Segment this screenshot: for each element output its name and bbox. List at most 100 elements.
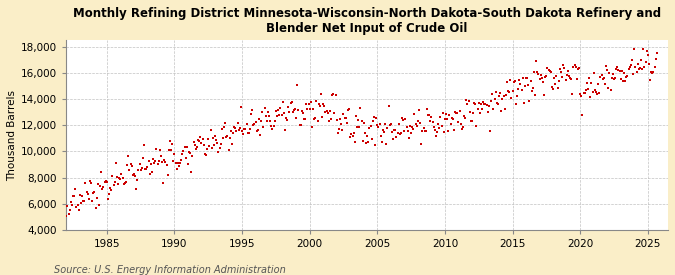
Point [266, 123, 277, 128]
Point [278, 111, 289, 115]
Point [343, 108, 354, 112]
Point [155, 154, 166, 158]
Point [67, 203, 78, 208]
Point [330, 93, 341, 97]
Point [302, 106, 313, 111]
Point [534, 77, 545, 82]
Point [333, 131, 344, 136]
Point [504, 90, 514, 94]
Point [450, 109, 460, 114]
Point [103, 197, 113, 201]
Point [510, 101, 521, 106]
Point [595, 75, 606, 79]
Point [616, 77, 626, 81]
Point [621, 75, 632, 80]
Point [532, 70, 543, 75]
Point [124, 168, 135, 172]
Point [531, 59, 541, 64]
Point [342, 121, 352, 125]
Point [404, 136, 414, 140]
Point [483, 109, 493, 114]
Point [564, 75, 575, 80]
Point [177, 152, 188, 156]
Point [180, 156, 191, 160]
Point [125, 162, 136, 167]
Point [281, 116, 292, 120]
Point [632, 62, 643, 67]
Point [577, 112, 588, 117]
Point [362, 134, 373, 138]
Point [513, 87, 524, 91]
Point [77, 193, 88, 198]
Point [416, 142, 427, 146]
Point [241, 122, 252, 126]
Point [429, 128, 440, 133]
Point [172, 161, 183, 165]
Point [587, 90, 598, 94]
Point [566, 77, 576, 81]
Point [514, 78, 524, 82]
Point [384, 123, 395, 127]
Point [131, 187, 142, 191]
Point [132, 178, 142, 183]
Point [182, 145, 192, 149]
Point [271, 109, 281, 113]
Point [370, 143, 381, 148]
Point [526, 89, 537, 93]
Point [160, 160, 171, 164]
Point [466, 119, 477, 123]
Point [651, 51, 662, 55]
Point [214, 146, 225, 151]
Point [428, 125, 439, 129]
Point [353, 117, 364, 122]
Point [355, 105, 366, 110]
Point [215, 142, 226, 147]
Point [558, 62, 568, 67]
Point [116, 172, 127, 176]
Point [399, 128, 410, 133]
Point [648, 70, 659, 74]
Point [543, 68, 554, 73]
Point [500, 92, 511, 97]
Point [115, 177, 126, 182]
Point [414, 108, 425, 112]
Point [79, 199, 90, 203]
Point [441, 112, 452, 116]
Point [308, 106, 319, 111]
Point [518, 101, 529, 105]
Point [564, 74, 574, 79]
Point [128, 172, 139, 177]
Point [640, 60, 651, 65]
Point [574, 66, 585, 70]
Point [634, 66, 645, 70]
Point [591, 90, 601, 95]
Point [161, 163, 172, 168]
Point [62, 204, 73, 208]
Point [207, 146, 217, 150]
Point [471, 123, 482, 128]
Point [155, 148, 165, 153]
Point [446, 116, 457, 121]
Point [130, 174, 140, 178]
Point [323, 111, 333, 115]
Point [619, 71, 630, 75]
Point [549, 76, 560, 80]
Point [367, 137, 377, 141]
Point [230, 125, 241, 130]
Point [461, 98, 472, 102]
Point [404, 123, 415, 128]
Point [472, 106, 483, 111]
Point [426, 115, 437, 119]
Point [81, 190, 92, 194]
Point [497, 97, 508, 101]
Point [274, 112, 285, 117]
Point [128, 172, 138, 177]
Point [505, 78, 516, 82]
Point [105, 186, 115, 190]
Point [122, 162, 132, 167]
Point [204, 144, 215, 148]
Point [479, 102, 490, 106]
Point [114, 175, 125, 180]
Point [99, 180, 110, 184]
Point [70, 187, 81, 191]
